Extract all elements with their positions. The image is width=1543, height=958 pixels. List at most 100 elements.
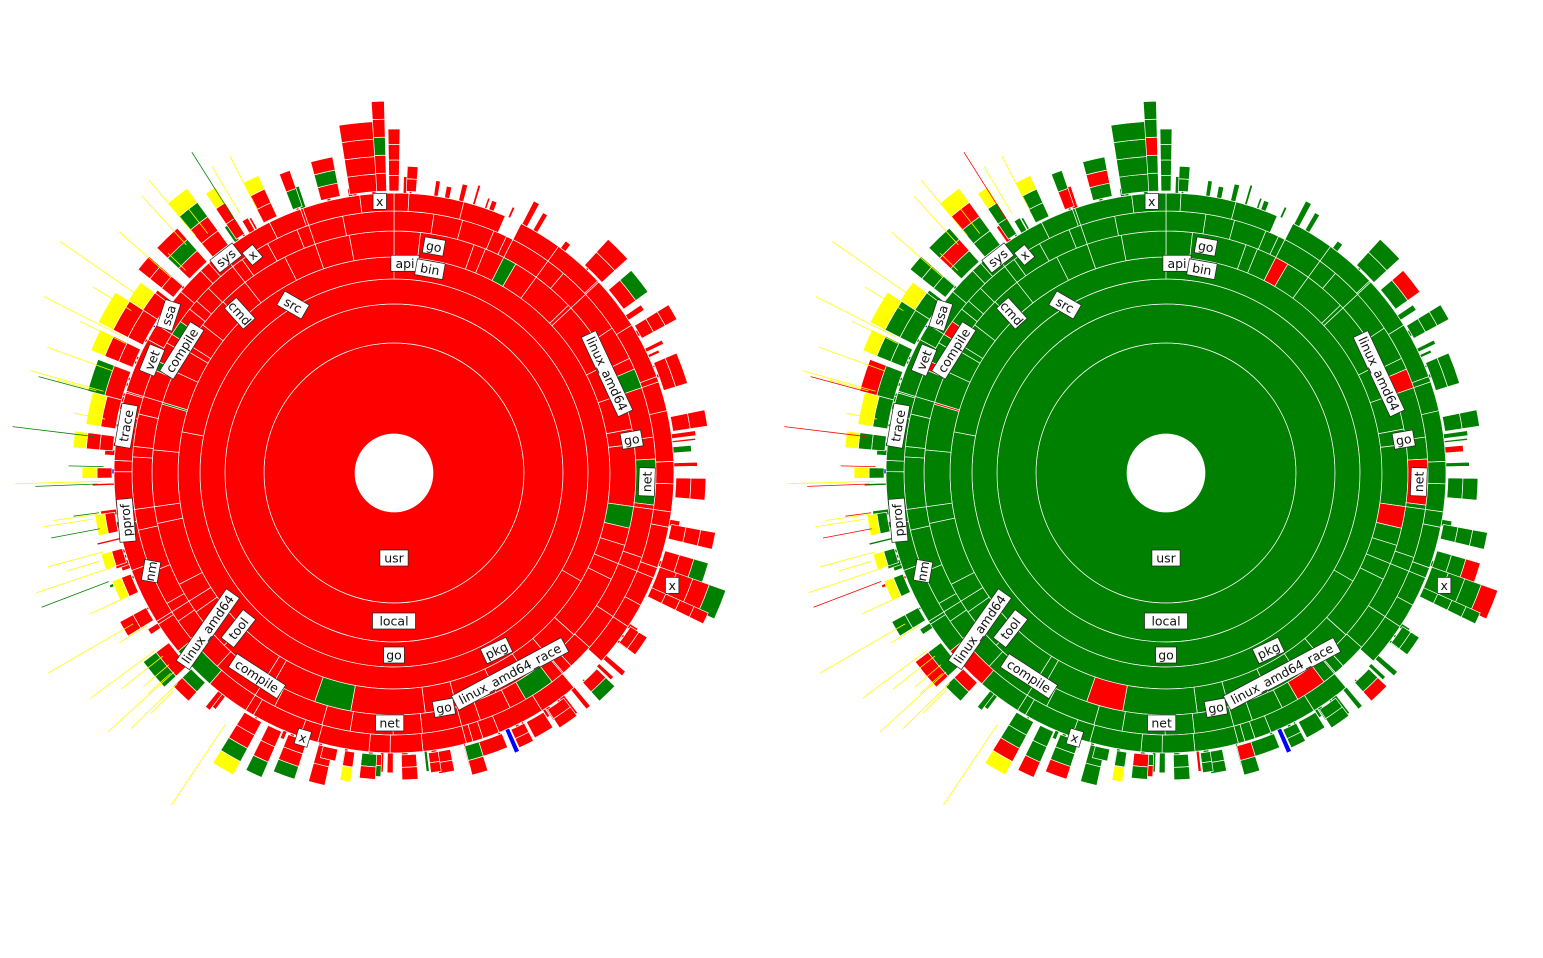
sunburst-ray [60, 241, 141, 298]
sunburst-spike [85, 432, 102, 451]
sunburst-spike [1286, 731, 1306, 749]
sunburst-spike [1050, 169, 1069, 193]
sunburst-arc [863, 482, 887, 487]
sunburst-spike [1391, 269, 1421, 302]
sunburst-arc [655, 461, 675, 485]
sunburst-spike [914, 651, 949, 688]
sunburst-ray [820, 551, 876, 568]
sunburst-arc [1425, 482, 1447, 513]
sunburst-spike [388, 159, 400, 176]
svg-text:usr: usr [1156, 551, 1176, 566]
sunburst-arc [279, 729, 288, 741]
sunburst-spike [344, 156, 379, 178]
sunburst-ray [171, 724, 226, 806]
sunburst-arc [484, 197, 491, 210]
sunburst-arc [671, 437, 696, 444]
sunburst-arc [1374, 654, 1399, 677]
sunburst-spike [405, 178, 418, 193]
sunburst-label: bin [1186, 258, 1218, 280]
sunburst-label: ssa [928, 298, 954, 332]
sunburst-spike [1398, 631, 1420, 656]
sunburst-spike [687, 409, 708, 430]
sunburst-ray [229, 156, 258, 210]
sunburst-spike [1142, 100, 1158, 121]
sunburst-spike [928, 227, 960, 259]
svg-text:go: go [623, 431, 641, 448]
sunburst-arc [670, 430, 697, 439]
sunburst-arc [1419, 349, 1433, 359]
sunburst-arc [1442, 430, 1469, 439]
sunburst-arc [1158, 752, 1166, 774]
sunburst-spike [387, 128, 401, 145]
sunburst-spike [72, 430, 89, 450]
sunburst-spike [1239, 755, 1261, 776]
sunburst-arc [113, 460, 133, 473]
sunburst-spike [984, 749, 1013, 776]
sunburst-arc [653, 482, 675, 513]
sunburst-spike [1147, 172, 1159, 192]
sunburst-arc [1444, 444, 1464, 454]
sunburst-spike [406, 165, 419, 180]
sunburst-ray [922, 690, 947, 714]
sunburst-arc [1120, 230, 1167, 262]
sunburst-arc [1122, 685, 1198, 716]
sunburst-spike [339, 765, 354, 783]
sunburst-ray [48, 551, 104, 568]
sunburst-label: go [431, 697, 456, 718]
sunburst-spike [429, 761, 442, 774]
sunburst-spike [212, 749, 241, 776]
sunburst-label: nm [140, 559, 162, 584]
sunburst-ray [141, 195, 187, 246]
sunburst-label: x [665, 577, 680, 594]
sunburst-label: x [293, 727, 313, 748]
sunburst-ray [92, 286, 132, 312]
sunburst-arc [1304, 212, 1321, 233]
sunburst-ray [107, 671, 175, 733]
sunburst-spike [869, 291, 903, 331]
sunburst-spike [1111, 765, 1126, 783]
sunburst-arc [1165, 192, 1182, 212]
sunburst-spike [669, 412, 691, 432]
sunburst-spike [278, 169, 297, 193]
sunburst-ray [919, 672, 943, 694]
sunburst-label: pprof [115, 497, 137, 543]
svg-text:go: go [386, 648, 402, 663]
sunburst-ray [808, 567, 884, 594]
svg-text:x: x [1148, 194, 1155, 209]
sunburst-arc [393, 192, 410, 212]
sunburst-spike [99, 434, 115, 452]
sunburst-spike [1159, 144, 1173, 161]
sunburst-label: pprof [887, 497, 909, 543]
sunburst-arc [1051, 729, 1060, 741]
sunburst-ray [822, 528, 872, 539]
sunburst-ray [802, 370, 876, 392]
sunburst-spike [1177, 178, 1190, 193]
sunburst-ray [43, 296, 124, 337]
sunburst-arc [1205, 180, 1213, 197]
sunburst-arc [131, 456, 155, 510]
sunburst-spike [1159, 128, 1173, 145]
sunburst-ray [879, 671, 947, 733]
svg-text:api: api [1167, 256, 1186, 271]
sunburst-ray [819, 623, 906, 674]
svg-text:ssa: ssa [158, 303, 179, 327]
sunburst-spike [360, 752, 378, 768]
sunburst-ray [90, 650, 156, 699]
sunburst-spike [871, 434, 887, 452]
sunburst-spike [1460, 606, 1481, 625]
sunburst-arc [368, 733, 391, 754]
sunburst-ray [50, 528, 100, 539]
sunburst-spike [1436, 352, 1461, 388]
svg-text:go: go [1197, 238, 1215, 255]
sunburst-label: nm [912, 559, 934, 584]
sunburst-ray [73, 412, 106, 420]
sunburst-ray [47, 346, 113, 372]
sunburst-ray [118, 231, 172, 278]
sunburst-spike [90, 329, 115, 357]
sunburst-arc [602, 654, 627, 677]
sunburst-spike [844, 430, 861, 450]
sunburst-ray [862, 598, 894, 615]
svg-text:x: x [297, 729, 308, 746]
sunburst-arc [1260, 199, 1270, 212]
